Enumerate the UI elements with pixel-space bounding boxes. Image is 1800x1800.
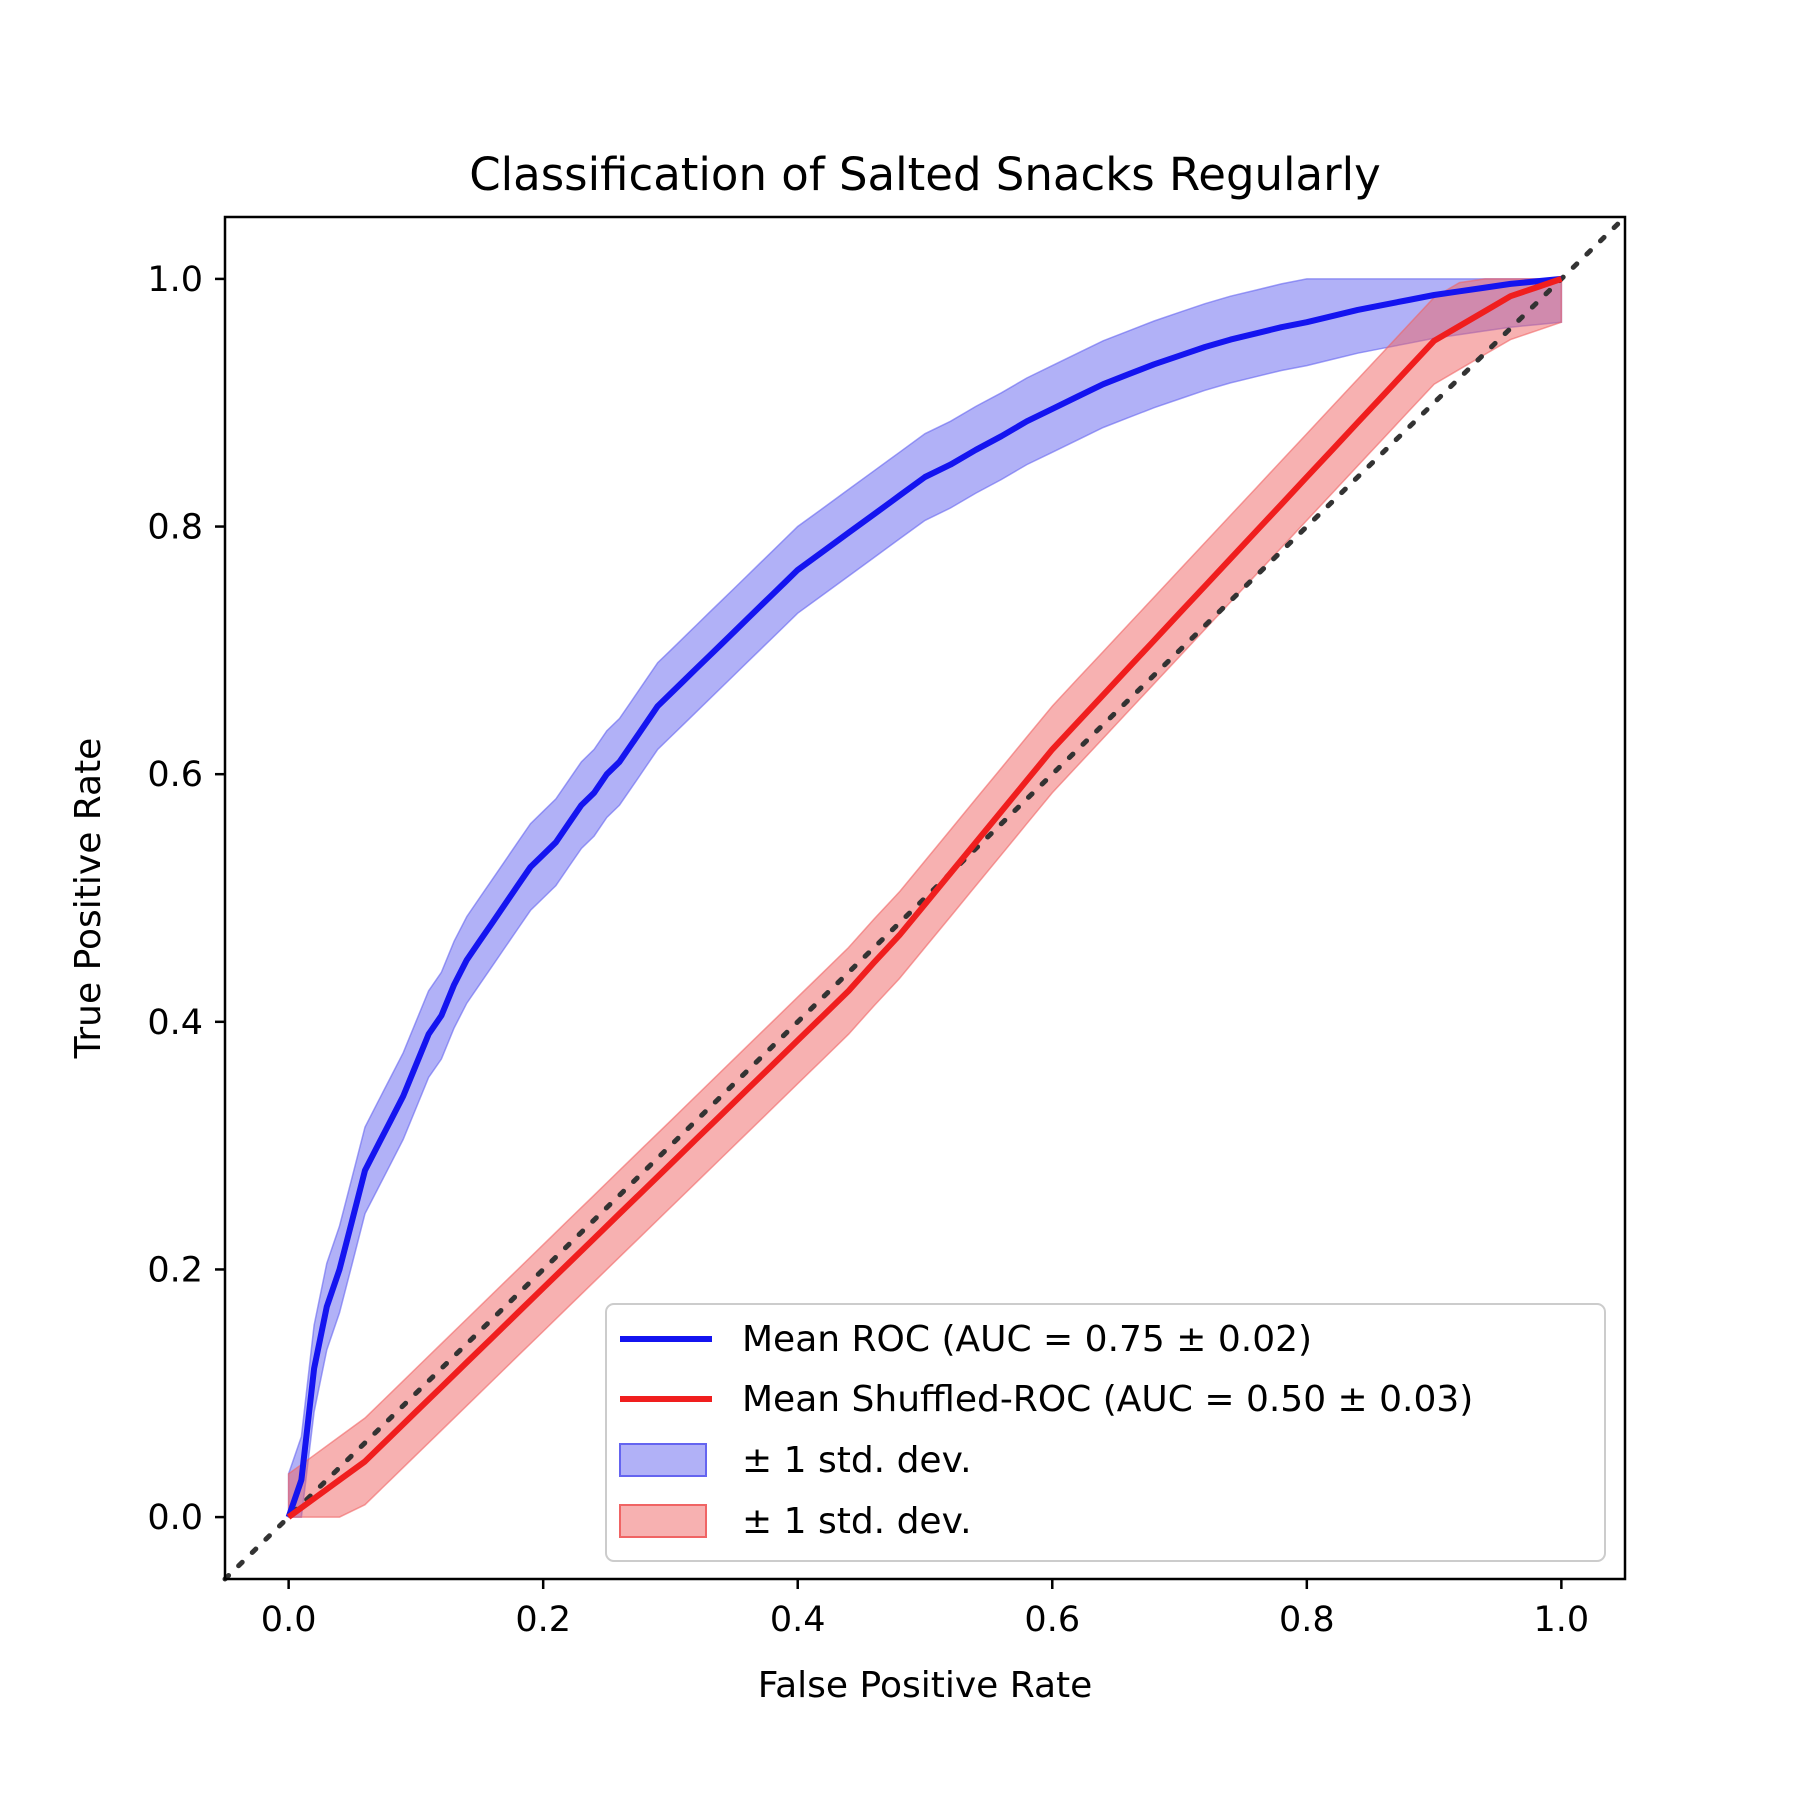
legend-label-blue-band: ± 1 std. dev. xyxy=(742,1440,972,1481)
x-axis-label: False Positive Rate xyxy=(758,1665,1093,1706)
y-tick-label: 0.2 xyxy=(147,1250,203,1290)
x-tick-label: 0.6 xyxy=(1024,1600,1080,1640)
y-tick-label: 1.0 xyxy=(147,260,203,300)
legend-label-mean-roc: Mean ROC (AUC = 0.75 ± 0.02) xyxy=(742,1319,1312,1360)
x-tick-label: 0.0 xyxy=(261,1600,317,1640)
y-tick-label: 0.8 xyxy=(147,508,203,548)
y-tick-label: 0.6 xyxy=(147,755,203,795)
plot-frame xyxy=(223,215,1627,1581)
legend-box xyxy=(605,1303,1606,1562)
x-tick-label: 1.0 xyxy=(1534,1600,1590,1640)
y-tick-label: 0.0 xyxy=(147,1498,203,1538)
legend-label-shuffled-roc: Mean Shuffled-ROC (AUC = 0.50 ± 0.03) xyxy=(742,1379,1473,1420)
x-tick-label: 0.4 xyxy=(770,1600,826,1640)
x-tick-label: 0.2 xyxy=(515,1600,571,1640)
series-line-1 xyxy=(286,276,1563,1520)
y-axis-label: True Positive Rate xyxy=(68,738,109,1060)
y-tick-label: 0.4 xyxy=(147,1003,203,1043)
x-axis: 0.0 0.2 0.4 0.6 0.8 1.0 xyxy=(261,1579,1589,1640)
y-axis: 0.0 0.2 0.4 0.6 0.8 1.0 xyxy=(147,260,225,1538)
legend-swatch-red-band xyxy=(619,1504,707,1538)
x-tick-label: 0.8 xyxy=(1279,1600,1335,1640)
chance-diagonal-line xyxy=(222,214,1628,1582)
chart-title: Classification of Salted Snacks Regularl… xyxy=(469,148,1381,201)
series-line-0 xyxy=(285,275,1562,1519)
legend-swatch-blue-band xyxy=(619,1443,707,1477)
series-lines xyxy=(285,275,1563,1520)
legend-label-red-band: ± 1 std. dev. xyxy=(742,1501,972,1542)
chance-line-group xyxy=(222,214,1628,1582)
legend: Mean ROC (AUC = 0.75 ± 0.02) Mean Shuffl… xyxy=(605,1303,1606,1562)
